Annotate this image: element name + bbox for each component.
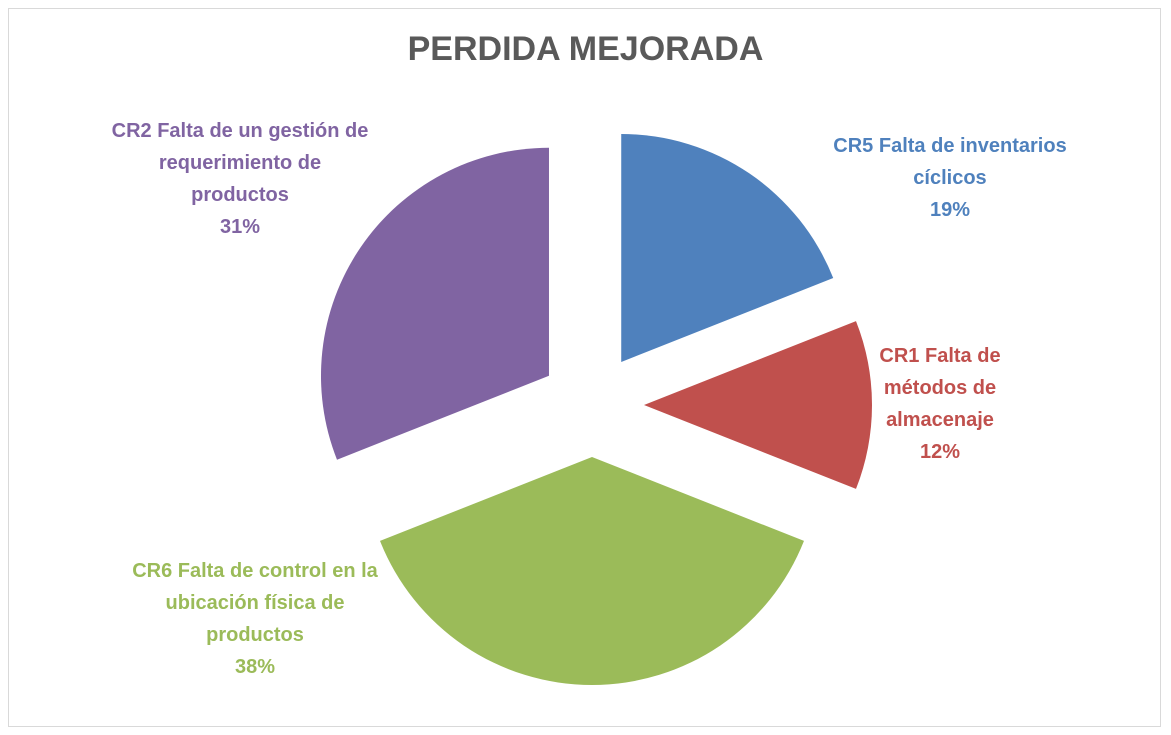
category-label: CR1 Falta de métodos de almacenaje: [879, 345, 1001, 431]
data-label: CR6 Falta de control en la ubicación fís…: [120, 555, 390, 683]
pie-slice: [380, 457, 804, 685]
chart-border: [8, 8, 1161, 727]
data-label: CR2 Falta de un gestión de requerimiento…: [110, 115, 370, 243]
category-label: CR6 Falta de control en la ubicación fís…: [132, 560, 378, 646]
value-label: 19%: [929, 199, 971, 221]
chart-title: PERDIDA MEJORADA: [407, 30, 764, 68]
value-label: 12%: [919, 441, 961, 463]
pie-slice: [621, 133, 834, 362]
category-label: CR5 Falta de inventarios cíclicos: [833, 135, 1067, 189]
data-label: CR5 Falta de inventarios cíclicos 19%: [820, 130, 1080, 226]
category-label: CR2 Falta de un gestión de requerimiento…: [111, 120, 369, 206]
pie-slice: [320, 147, 549, 460]
value-label: 31%: [219, 216, 261, 238]
data-label: CR1 Falta de métodos de almacenaje 12%: [840, 340, 1040, 468]
value-label: 38%: [234, 656, 276, 678]
pie-slice: [644, 321, 873, 489]
